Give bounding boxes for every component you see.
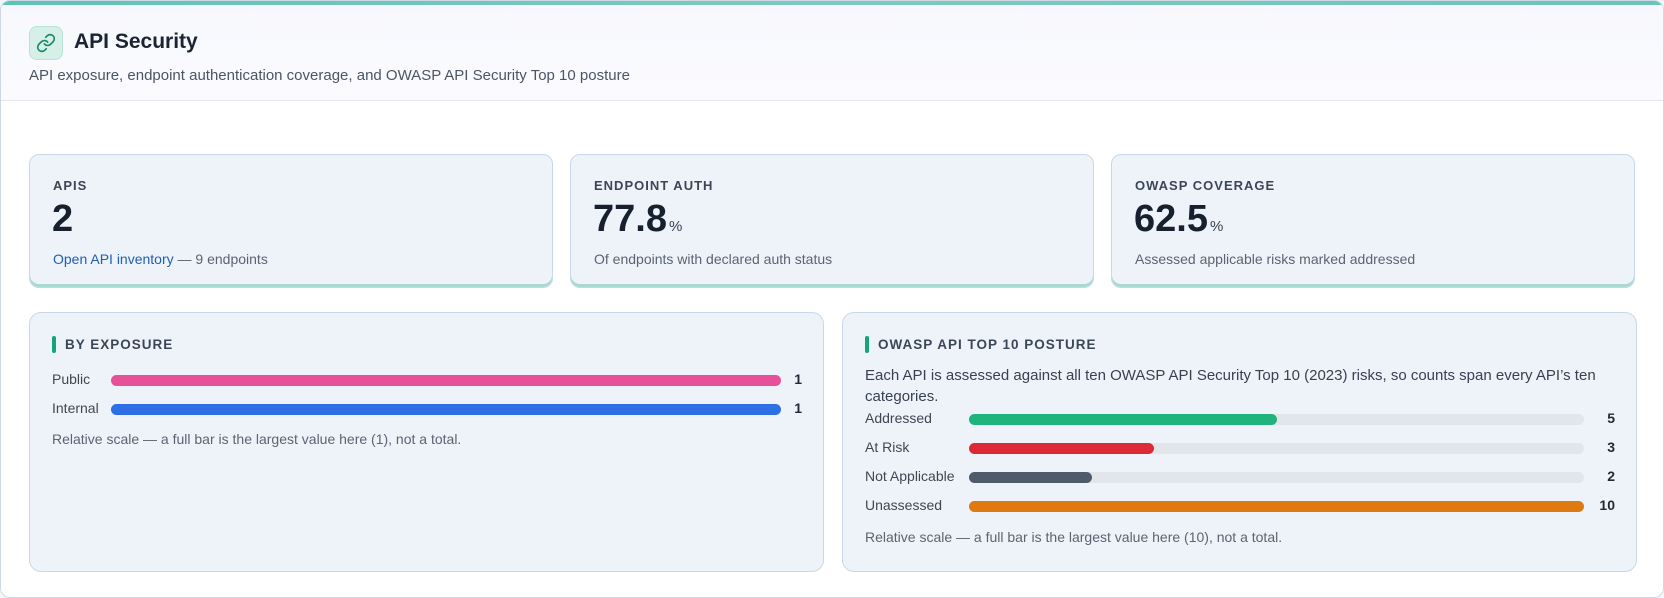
stat-subtext: Open API inventory — 9 endpoints — [53, 251, 268, 267]
stat-number: 77.8 — [593, 198, 667, 240]
bar-value: 1 — [794, 371, 802, 387]
bar-label: Addressed — [865, 410, 932, 426]
bar-label: Unassessed — [865, 497, 943, 513]
owasp-posture-panel: OWASP API TOP 10 POSTURE Each API is ass… — [842, 312, 1637, 572]
bar-value: 5 — [1607, 410, 1615, 426]
title-marker — [52, 336, 56, 353]
bar-row: Addressed 5 — [865, 409, 1615, 429]
page-header: API Security API exposure, endpoint auth… — [1, 5, 1663, 101]
stat-card-endpoint-auth: ENDPOINT AUTH 77.8% Of endpoints with de… — [570, 154, 1094, 288]
bar-track — [969, 414, 1584, 425]
bar-row: Internal 1 — [52, 399, 802, 419]
panel-title: BY EXPOSURE — [52, 336, 173, 353]
bar-fill — [969, 501, 1584, 512]
endpoint-count-text: — 9 endpoints — [173, 251, 268, 267]
bar-label: Not Applicable — [865, 468, 955, 484]
bar-track — [969, 501, 1584, 512]
panel-title-text: OWASP API TOP 10 POSTURE — [878, 337, 1097, 352]
bar-fill — [969, 443, 1154, 454]
stat-number: 2 — [52, 198, 74, 240]
bar-row: Public 1 — [52, 370, 802, 390]
panel-description: Each API is assessed against all ten OWA… — [865, 367, 1596, 405]
stat-value: 62.5% — [1134, 198, 1223, 241]
bar-track — [111, 375, 781, 386]
page-title: API Security — [74, 30, 198, 53]
stat-unit: % — [1209, 218, 1224, 235]
stat-subtext: Assessed applicable risks marked address… — [1135, 251, 1416, 267]
bar-track — [969, 472, 1584, 483]
stat-unit: % — [668, 218, 683, 235]
scale-note: Relative scale — a full bar is the large… — [52, 431, 462, 447]
bar-track — [111, 404, 781, 415]
link-icon — [29, 26, 63, 60]
stat-card-owasp-coverage: OWASP COVERAGE 62.5% Assessed applicable… — [1111, 154, 1635, 288]
stat-label: ENDPOINT AUTH — [594, 178, 714, 193]
bar-value: 2 — [1607, 468, 1615, 484]
bar-value: 1 — [794, 400, 802, 416]
open-api-inventory-link[interactable]: Open API inventory — [53, 251, 174, 267]
bar-fill — [111, 404, 781, 415]
panel-title: OWASP API TOP 10 POSTURE — [865, 336, 1097, 353]
top-accent-bar — [1, 1, 1663, 5]
bar-fill — [969, 414, 1277, 425]
bar-row: Unassessed 10 — [865, 496, 1615, 516]
stat-label: OWASP COVERAGE — [1135, 178, 1276, 193]
bar-fill — [111, 375, 781, 386]
by-exposure-panel: BY EXPOSURE Public 1 Internal 1 Relative sc… — [29, 312, 824, 572]
bar-value: 3 — [1607, 439, 1615, 455]
bar-track — [969, 443, 1584, 454]
page-subtitle: API exposure, endpoint authentication co… — [29, 67, 630, 84]
bar-label: Public — [52, 371, 91, 387]
bar-fill — [969, 472, 1092, 483]
panel-title-text: BY EXPOSURE — [65, 337, 174, 352]
title-marker — [865, 336, 869, 353]
bar-row: Not Applicable 2 — [865, 467, 1615, 487]
scale-note: Relative scale — a full bar is the large… — [865, 529, 1283, 545]
bar-row: At Risk 3 — [865, 438, 1615, 458]
bar-label: At Risk — [865, 439, 910, 455]
stat-value: 77.8% — [593, 198, 682, 241]
bar-value: 10 — [1599, 497, 1615, 513]
bar-label: Internal — [52, 400, 99, 416]
stat-label: APIS — [53, 178, 88, 193]
stat-card-apis: APIS 2 Open API inventory — 9 endpoints — [29, 154, 553, 288]
stat-subtext: Of endpoints with declared auth status — [594, 251, 833, 267]
stat-number: 62.5 — [1134, 198, 1208, 240]
stat-value: 2 — [52, 198, 73, 241]
